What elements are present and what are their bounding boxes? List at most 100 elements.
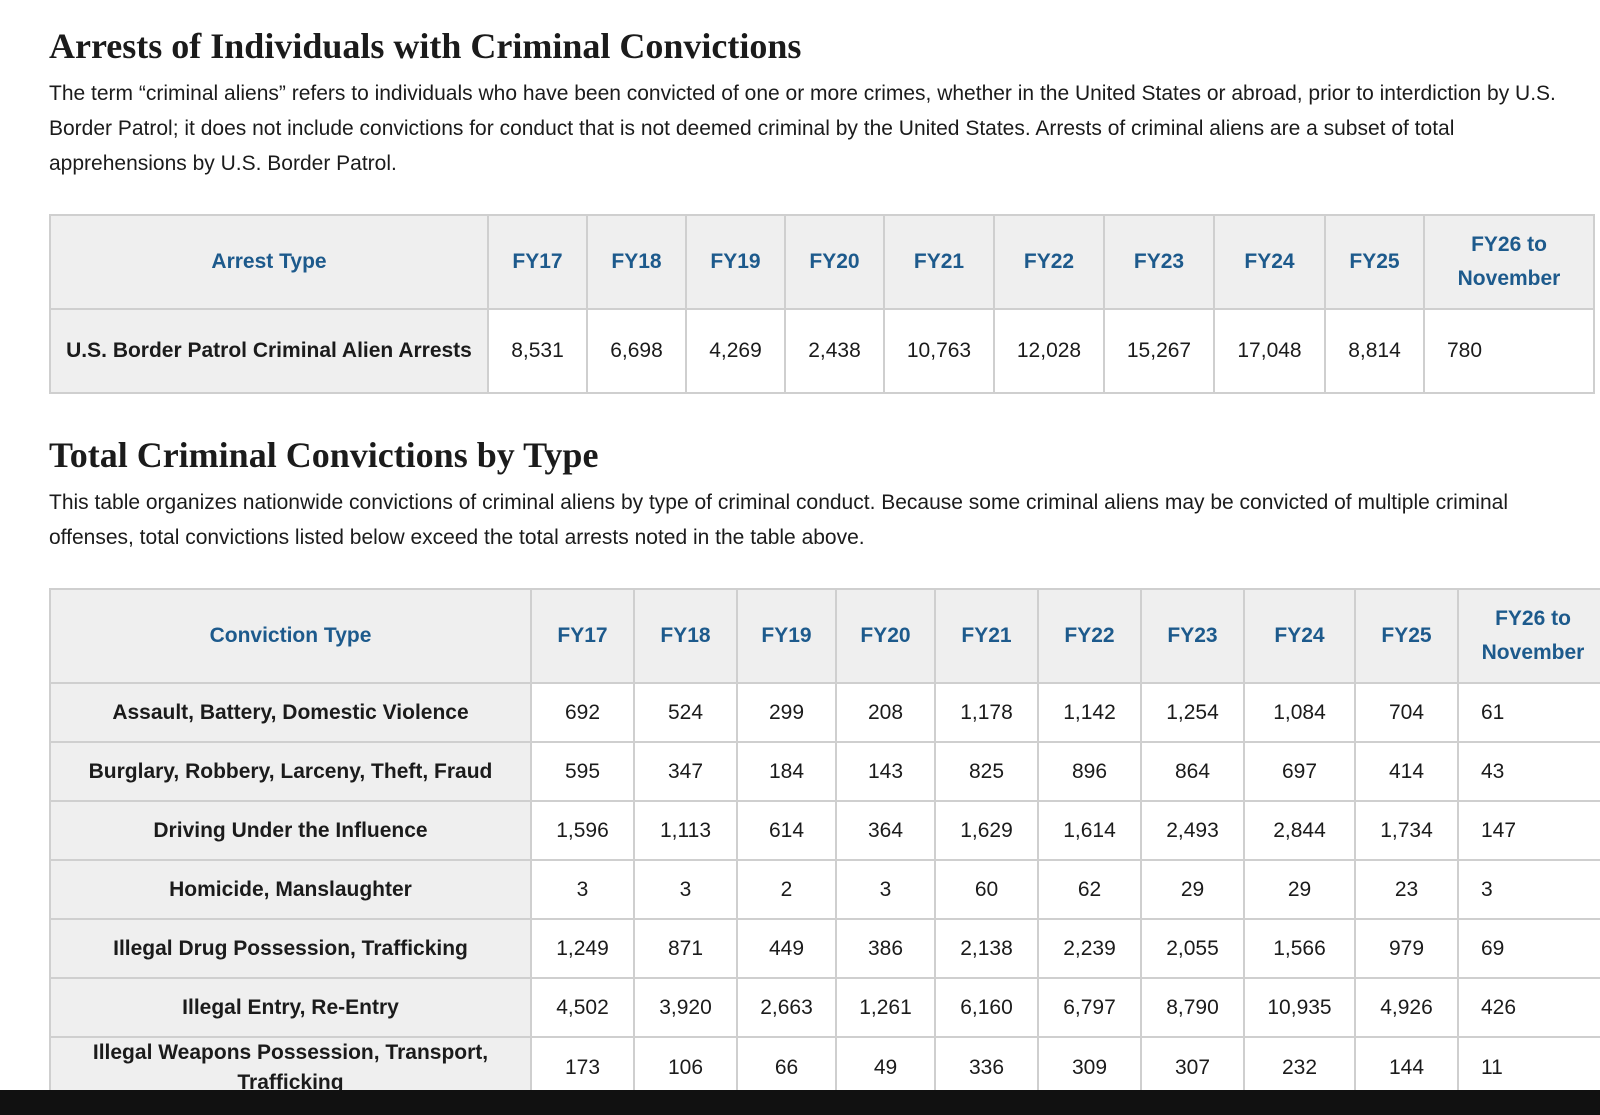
cell-value: 2,055 bbox=[1140, 918, 1245, 979]
header-row: Arrest Type FY17 FY18 FY19 FY20 FY21 FY22 FY23 F… bbox=[49, 214, 1595, 310]
cell-value: 896 bbox=[1037, 741, 1142, 802]
table-body: U.S. Border Patrol Criminal Alien Arrest… bbox=[49, 308, 1595, 394]
cell-value: 15,267 bbox=[1103, 308, 1215, 394]
table-row: U.S. Border Patrol Criminal Alien Arrest… bbox=[49, 308, 1595, 394]
column-header: FY21 bbox=[934, 588, 1039, 684]
row-label: Illegal Weapons Possession, Transport, T… bbox=[49, 1036, 532, 1100]
column-header: FY23 bbox=[1140, 588, 1245, 684]
section-title: Arrests of Individuals with Criminal Con… bbox=[49, 26, 802, 66]
cell-value: 43 bbox=[1457, 741, 1600, 802]
cell-value: 6,160 bbox=[934, 977, 1039, 1038]
cell-value: 3 bbox=[530, 859, 635, 920]
cell-value: 524 bbox=[633, 682, 738, 743]
table-head: Conviction Type FY17 FY18 FY19 FY20 FY21 FY22 F… bbox=[49, 588, 1600, 684]
row-label: Illegal Entry, Re-Entry bbox=[49, 977, 532, 1038]
cell-value: 69 bbox=[1457, 918, 1600, 979]
table-row: Illegal Entry, Re-Entry 4,502 3,920 2,663 1,… bbox=[49, 977, 1600, 1038]
cell-value: 66 bbox=[736, 1036, 837, 1100]
cell-value: 184 bbox=[736, 741, 837, 802]
cell-value: 8,814 bbox=[1324, 308, 1425, 394]
cell-value: 595 bbox=[530, 741, 635, 802]
window-edge bbox=[0, 1090, 1600, 1115]
cell-value: 449 bbox=[736, 918, 837, 979]
cell-value: 2,493 bbox=[1140, 800, 1245, 861]
cell-value: 3 bbox=[633, 859, 738, 920]
cell-value: 1,249 bbox=[530, 918, 635, 979]
column-header: Arrest Type bbox=[49, 214, 489, 310]
column-header: FY19 bbox=[736, 588, 837, 684]
section-description: The term “criminal aliens” refers to ind… bbox=[49, 82, 1556, 175]
cell-value: 1,566 bbox=[1243, 918, 1356, 979]
cell-value: 8,790 bbox=[1140, 977, 1245, 1038]
cell-value: 1,261 bbox=[835, 977, 936, 1038]
cell-value: 1,734 bbox=[1354, 800, 1459, 861]
cell-value: 29 bbox=[1243, 859, 1356, 920]
column-header: FY25 bbox=[1324, 214, 1425, 310]
row-label: Assault, Battery, Domestic Violence bbox=[49, 682, 532, 743]
column-header: FY22 bbox=[993, 214, 1105, 310]
cell-value: 208 bbox=[835, 682, 936, 743]
column-header: FY18 bbox=[586, 214, 687, 310]
column-header: FY18 bbox=[633, 588, 738, 684]
column-header: FY19 bbox=[685, 214, 786, 310]
cell-value: 614 bbox=[736, 800, 837, 861]
cell-value: 979 bbox=[1354, 918, 1459, 979]
column-header: Conviction Type bbox=[49, 588, 532, 684]
cell-value: 697 bbox=[1243, 741, 1356, 802]
table-row: Driving Under the Influence 1,596 1,113 614… bbox=[49, 800, 1600, 861]
column-header: FY17 bbox=[487, 214, 588, 310]
cell-value: 29 bbox=[1140, 859, 1245, 920]
table-row: Burglary, Robbery, Larceny, Theft, Fraud… bbox=[49, 741, 1600, 802]
column-header: FY24 bbox=[1243, 588, 1356, 684]
cell-value: 2,138 bbox=[934, 918, 1039, 979]
cell-value: 2,663 bbox=[736, 977, 837, 1038]
table-row: Illegal Weapons Possession, Transport, T… bbox=[49, 1036, 1600, 1100]
cell-value: 347 bbox=[633, 741, 738, 802]
cell-value: 17,048 bbox=[1213, 308, 1326, 394]
row-label: U.S. Border Patrol Criminal Alien Arrest… bbox=[49, 308, 489, 394]
row-label: Driving Under the Influence bbox=[49, 800, 532, 861]
cell-value: 61 bbox=[1457, 682, 1600, 743]
cell-value: 10,763 bbox=[883, 308, 995, 394]
column-header: FY23 bbox=[1103, 214, 1215, 310]
cell-value: 11 bbox=[1457, 1036, 1600, 1100]
cell-value: 1,614 bbox=[1037, 800, 1142, 861]
table-row: Illegal Drug Possession, Trafficking 1,24… bbox=[49, 918, 1600, 979]
column-header: FY20 bbox=[835, 588, 936, 684]
header-row: Conviction Type FY17 FY18 FY19 FY20 FY21 FY22 F… bbox=[49, 588, 1600, 684]
row-label: Burglary, Robbery, Larceny, Theft, Fraud bbox=[49, 741, 532, 802]
cell-value: 4,502 bbox=[530, 977, 635, 1038]
column-header: FY21 bbox=[883, 214, 995, 310]
cell-value: 3 bbox=[1457, 859, 1600, 920]
cell-value: 825 bbox=[934, 741, 1039, 802]
cell-value: 2,438 bbox=[784, 308, 885, 394]
cell-value: 3 bbox=[835, 859, 936, 920]
column-header: FY26 to November bbox=[1457, 588, 1600, 684]
cell-value: 1,142 bbox=[1037, 682, 1142, 743]
cell-value: 1,084 bbox=[1243, 682, 1356, 743]
cell-value: 2 bbox=[736, 859, 837, 920]
cell-value: 2,239 bbox=[1037, 918, 1142, 979]
cell-value: 386 bbox=[835, 918, 936, 979]
table-head: Arrest Type FY17 FY18 FY19 FY20 FY21 FY22 FY23 F… bbox=[49, 214, 1595, 310]
cell-value: 49 bbox=[835, 1036, 936, 1100]
cell-value: 309 bbox=[1037, 1036, 1142, 1100]
cell-value: 864 bbox=[1140, 741, 1245, 802]
column-header: FY17 bbox=[530, 588, 635, 684]
cell-value: 1,596 bbox=[530, 800, 635, 861]
cell-value: 173 bbox=[530, 1036, 635, 1100]
row-label: Homicide, Manslaughter bbox=[49, 859, 532, 920]
cell-value: 4,926 bbox=[1354, 977, 1459, 1038]
cell-value: 8,531 bbox=[487, 308, 588, 394]
cell-value: 692 bbox=[530, 682, 635, 743]
cell-value: 1,178 bbox=[934, 682, 1039, 743]
cell-value: 10,935 bbox=[1243, 977, 1356, 1038]
cell-value: 1,254 bbox=[1140, 682, 1245, 743]
column-header: FY22 bbox=[1037, 588, 1142, 684]
cell-value: 1,113 bbox=[633, 800, 738, 861]
cell-value: 414 bbox=[1354, 741, 1459, 802]
column-header: FY24 bbox=[1213, 214, 1326, 310]
cell-value: 1,629 bbox=[934, 800, 1039, 861]
